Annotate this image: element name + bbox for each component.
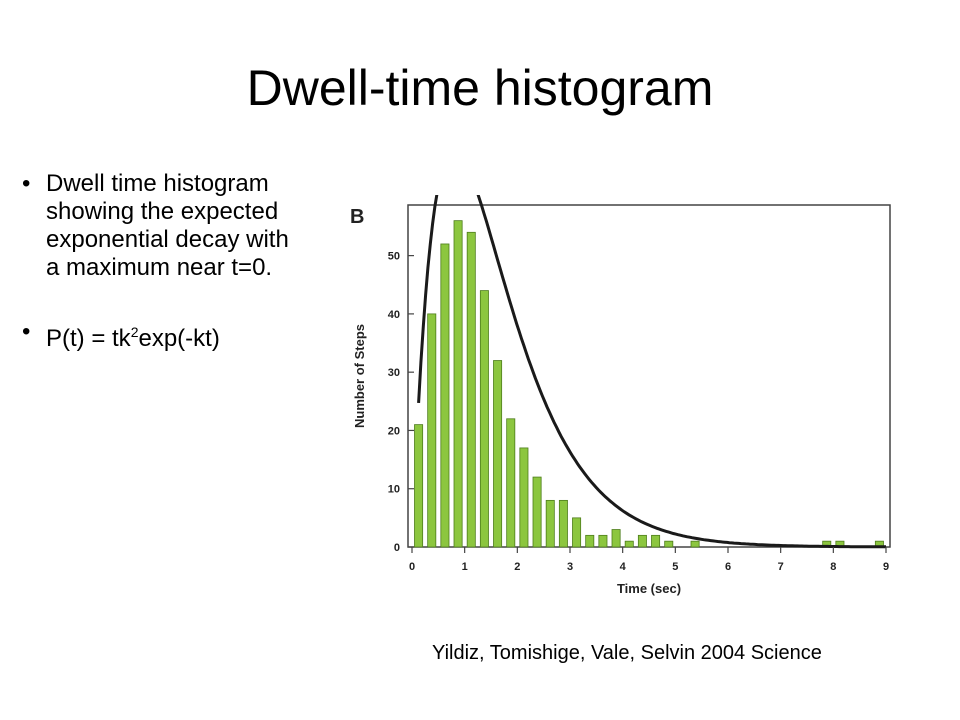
histogram-bar-17 bbox=[637, 534, 647, 548]
x-axis: 0 1 2 3 4 5 6 7 8 9 bbox=[409, 547, 889, 573]
histogram-bar-14 bbox=[598, 534, 608, 548]
x-axis-title: Time (sec) bbox=[617, 581, 681, 596]
y-tick-label-10: 10 bbox=[388, 484, 400, 496]
x-tick-label-7: 7 bbox=[778, 561, 784, 573]
y-tick-label-0: 0 bbox=[394, 542, 400, 554]
histogram-bar-6 bbox=[493, 360, 503, 548]
formula-exponent: 2 bbox=[130, 324, 139, 340]
panel-label: B bbox=[350, 206, 364, 228]
formula-prefix: P(t) = tk bbox=[46, 325, 131, 352]
bullet-description-text: Dwell time histogram showing the expecte… bbox=[46, 170, 289, 281]
histogram-bar-10 bbox=[545, 499, 555, 548]
bullet-description: Dwell time histogram showing the expecte… bbox=[18, 170, 298, 282]
histogram-bar-2 bbox=[440, 243, 450, 548]
chart-svg: B 0 10 20 30 40 50 0 1 2 3 4 5 6 7 8 9 Number of Steps… bbox=[350, 195, 891, 596]
histogram-bars bbox=[414, 220, 884, 548]
histogram-bar-13 bbox=[585, 534, 595, 548]
histogram-bar-15 bbox=[611, 529, 621, 548]
histogram-bar-12 bbox=[572, 517, 582, 548]
x-tick-label-0: 0 bbox=[409, 561, 415, 573]
bullet-list: Dwell time histogram showing the expecte… bbox=[18, 170, 298, 353]
histogram-bar-4 bbox=[466, 231, 476, 548]
histogram-bar-16 bbox=[624, 540, 634, 548]
dwell-time-chart: B 0 10 20 30 40 50 0 1 2 3 4 5 6 7 8 9 Number of Steps… bbox=[340, 195, 900, 615]
x-tick-label-4: 4 bbox=[620, 561, 627, 573]
histogram-bar-19 bbox=[664, 540, 674, 548]
citation: Yildiz, Tomishige, Vale, Selvin 2004 Sci… bbox=[432, 642, 822, 664]
histogram-bar-8 bbox=[519, 447, 529, 548]
x-tick-label-1: 1 bbox=[462, 561, 468, 573]
histogram-bar-20 bbox=[690, 540, 700, 548]
formula-suffix: exp(-kt) bbox=[138, 325, 220, 352]
histogram-bar-5 bbox=[479, 290, 489, 548]
x-tick-label-5: 5 bbox=[672, 561, 678, 573]
histogram-bar-7 bbox=[506, 418, 516, 548]
y-tick-label-30: 30 bbox=[388, 367, 400, 379]
histogram-bar-3 bbox=[453, 220, 463, 548]
fit-curve bbox=[417, 195, 886, 549]
histogram-bar-0 bbox=[414, 424, 424, 548]
x-tick-label-3: 3 bbox=[567, 561, 573, 573]
x-tick-label-6: 6 bbox=[725, 561, 731, 573]
histogram-bar-18 bbox=[651, 534, 661, 548]
histogram-bar-11 bbox=[558, 499, 568, 548]
x-tick-label-2: 2 bbox=[514, 561, 520, 573]
histogram-bar-9 bbox=[532, 476, 542, 548]
y-axis-title: Number of Steps bbox=[352, 324, 367, 428]
histogram-bar-1 bbox=[427, 313, 437, 548]
bullet-formula: P(t) = tk2exp(-kt) bbox=[18, 318, 298, 353]
y-tick-label-50: 50 bbox=[388, 251, 400, 263]
y-tick-label-20: 20 bbox=[388, 425, 400, 437]
plot-frame bbox=[407, 204, 891, 548]
x-tick-label-9: 9 bbox=[883, 561, 889, 573]
y-axis: 0 10 20 30 40 50 bbox=[388, 251, 414, 554]
x-tick-label-8: 8 bbox=[830, 561, 836, 573]
y-tick-label-40: 40 bbox=[388, 309, 400, 321]
slide-title: Dwell-time histogram bbox=[246, 60, 714, 116]
